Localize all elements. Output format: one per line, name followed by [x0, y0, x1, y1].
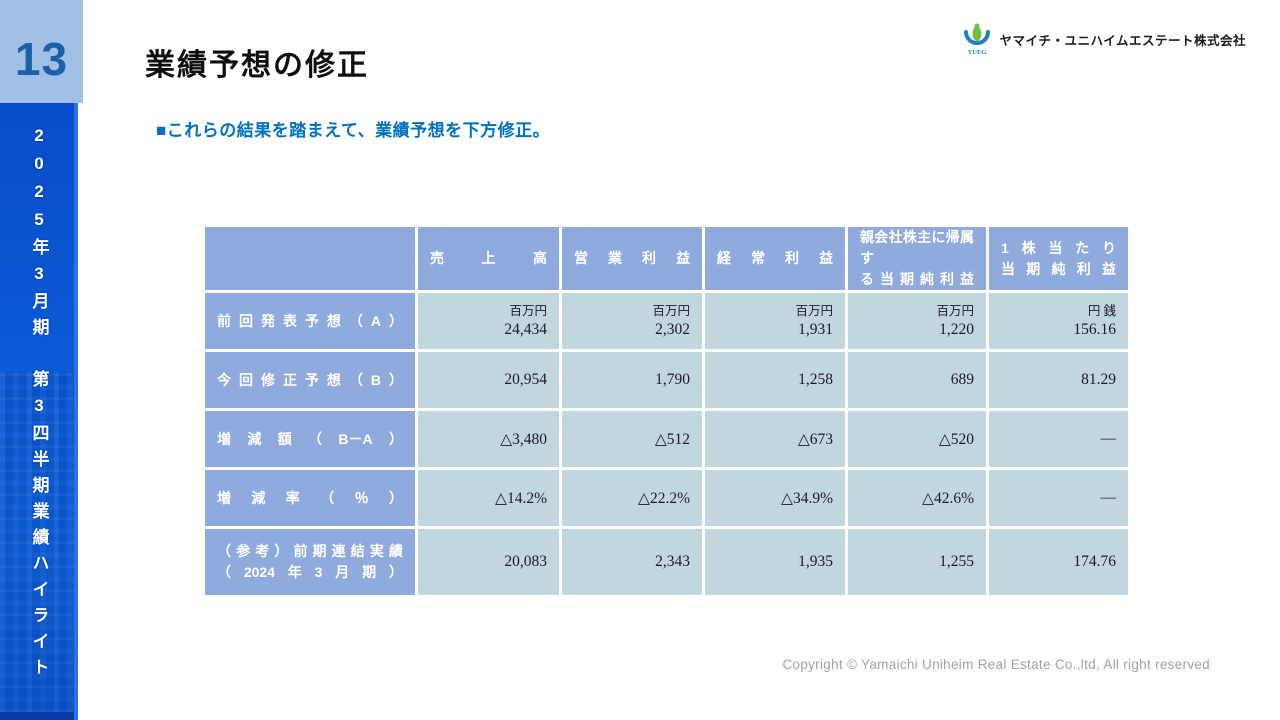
cell-value: 2,302 — [655, 320, 690, 338]
table-cell: 1,790 — [562, 352, 702, 408]
table-row-revised-forecast: 今回修正予想（B） 20,954 1,790 1,258 689 81.29 — [205, 352, 1128, 408]
unit-label: 百万円 — [936, 304, 974, 319]
table-cell: 1,258 — [705, 352, 845, 408]
summary-bullet: ■これらの結果を踏まえて、業績予想を下方修正。 — [156, 121, 551, 140]
table-cell: 689 — [848, 352, 986, 408]
table-cell: 百万円 24,434 — [418, 293, 559, 349]
table-cell: 81.29 — [989, 352, 1128, 408]
row-label: 増減率（％） — [205, 470, 415, 526]
unit-label: 円 銭 — [1087, 304, 1116, 319]
column-header-eps: 1株当たり 当期純利益 — [989, 227, 1128, 290]
table-cell: 1,255 — [848, 529, 986, 595]
cell-value: 24,434 — [504, 320, 547, 338]
table-row-previous-forecast: 前回発表予想（A） 百万円 24,434 百万円 2,302 百万円 1,931 百万… — [205, 293, 1128, 349]
column-header-label: 売上高 — [430, 250, 547, 266]
column-header-operating-profit: 営業利益 — [562, 227, 702, 290]
cell-value: 1,931 — [798, 320, 833, 338]
table-cell: ― — [989, 470, 1128, 526]
table-cell: 20,954 — [418, 352, 559, 408]
company-logo-icon: YUEG — [964, 23, 991, 56]
table-cell: △22.2% — [562, 470, 702, 526]
table-row-previous-year-results: （参考）前期連結実績 （2024年3月期） 20,083 2,343 1,935… — [205, 529, 1128, 595]
page-number-box: 13 — [0, 0, 83, 103]
company-name: ヤマイチ・ユニハイムエステート株式会社 — [999, 33, 1246, 48]
table-cell: △14.2% — [418, 470, 559, 526]
column-header-ordinary-profit: 経常利益 — [705, 227, 845, 290]
company-logo: YUEG ヤマイチ・ユニハイムエステート株式会社 — [962, 22, 1246, 56]
table-cell: 百万円 1,220 — [848, 293, 986, 349]
table-cell: △42.6% — [848, 470, 986, 526]
table-cell: ― — [989, 411, 1128, 467]
row-label-text: 増減率（％） — [217, 489, 403, 506]
row-label-text: 今回修正予想（B） — [217, 371, 403, 388]
copyright-notice: Copyright © Yamaichi Uniheim Real Estate… — [782, 657, 1210, 672]
sidebar-vertical-title: 2025年3月期 第3四半期業績ハイライト — [29, 126, 49, 684]
row-label: 今回修正予想（B） — [205, 352, 415, 408]
cityscape-background-image — [0, 372, 78, 712]
page-title: 業績予想の修正 — [145, 49, 369, 82]
row-label: （参考）前期連結実績 （2024年3月期） — [205, 529, 415, 595]
table-row-change-amount: 増減額（B－A） △3,480 △512 △673 △520 ― — [205, 411, 1128, 467]
page-number: 13 — [14, 32, 69, 85]
table-cell: 20,083 — [418, 529, 559, 595]
row-label-text: 前回発表予想（A） — [217, 312, 403, 329]
sidebar-bottom-band — [0, 712, 78, 720]
row-label-text: （参考）前期連結実績 （2024年3月期） — [217, 543, 403, 580]
column-header-label: 1株当たり 当期純利益 — [1001, 239, 1116, 277]
row-label: 前回発表予想（A） — [205, 293, 415, 349]
table-cell: 百万円 2,302 — [562, 293, 702, 349]
unit-label: 百万円 — [509, 304, 547, 319]
table-corner-cell — [205, 227, 415, 290]
column-header-label: 営業利益 — [574, 250, 690, 266]
column-header-label: 経常利益 — [717, 250, 833, 266]
table-cell: △3,480 — [418, 411, 559, 467]
row-label: 増減額（B－A） — [205, 411, 415, 467]
unit-label: 百万円 — [652, 304, 690, 319]
svg-text:YUEG: YUEG — [968, 49, 987, 56]
column-header-net-income: 親会社株主に帰属す る当期純利益 — [848, 227, 986, 290]
earnings-forecast-table: 売上高 営業利益 経常利益 親会社株主に帰属す る当期純利益 1株当たり 当期純… — [202, 224, 1131, 598]
table-cell: 円 銭 156.16 — [989, 293, 1128, 349]
column-header-label: 親会社株主に帰属す る当期純利益 — [860, 229, 974, 287]
table-cell: △512 — [562, 411, 702, 467]
table-cell: △673 — [705, 411, 845, 467]
sidebar: 2025年3月期 第3四半期業績ハイライト — [0, 0, 78, 720]
column-header-net-sales: 売上高 — [418, 227, 559, 290]
table-cell: 2,343 — [562, 529, 702, 595]
sidebar-edge-highlight — [74, 0, 78, 720]
row-label-text: 増減額（B－A） — [217, 430, 403, 447]
cell-value: 1,220 — [939, 320, 974, 338]
table-cell: △520 — [848, 411, 986, 467]
table-row-change-rate: 増減率（％） △14.2% △22.2% △34.9% △42.6% ― — [205, 470, 1128, 526]
table-cell: 1,935 — [705, 529, 845, 595]
table-cell: 174.76 — [989, 529, 1128, 595]
table-header-row: 売上高 営業利益 経常利益 親会社株主に帰属す る当期純利益 1株当たり 当期純… — [205, 227, 1128, 290]
table-cell: △34.9% — [705, 470, 845, 526]
cell-value: 156.16 — [1073, 320, 1116, 338]
unit-label: 百万円 — [795, 304, 833, 319]
table-cell: 百万円 1,931 — [705, 293, 845, 349]
